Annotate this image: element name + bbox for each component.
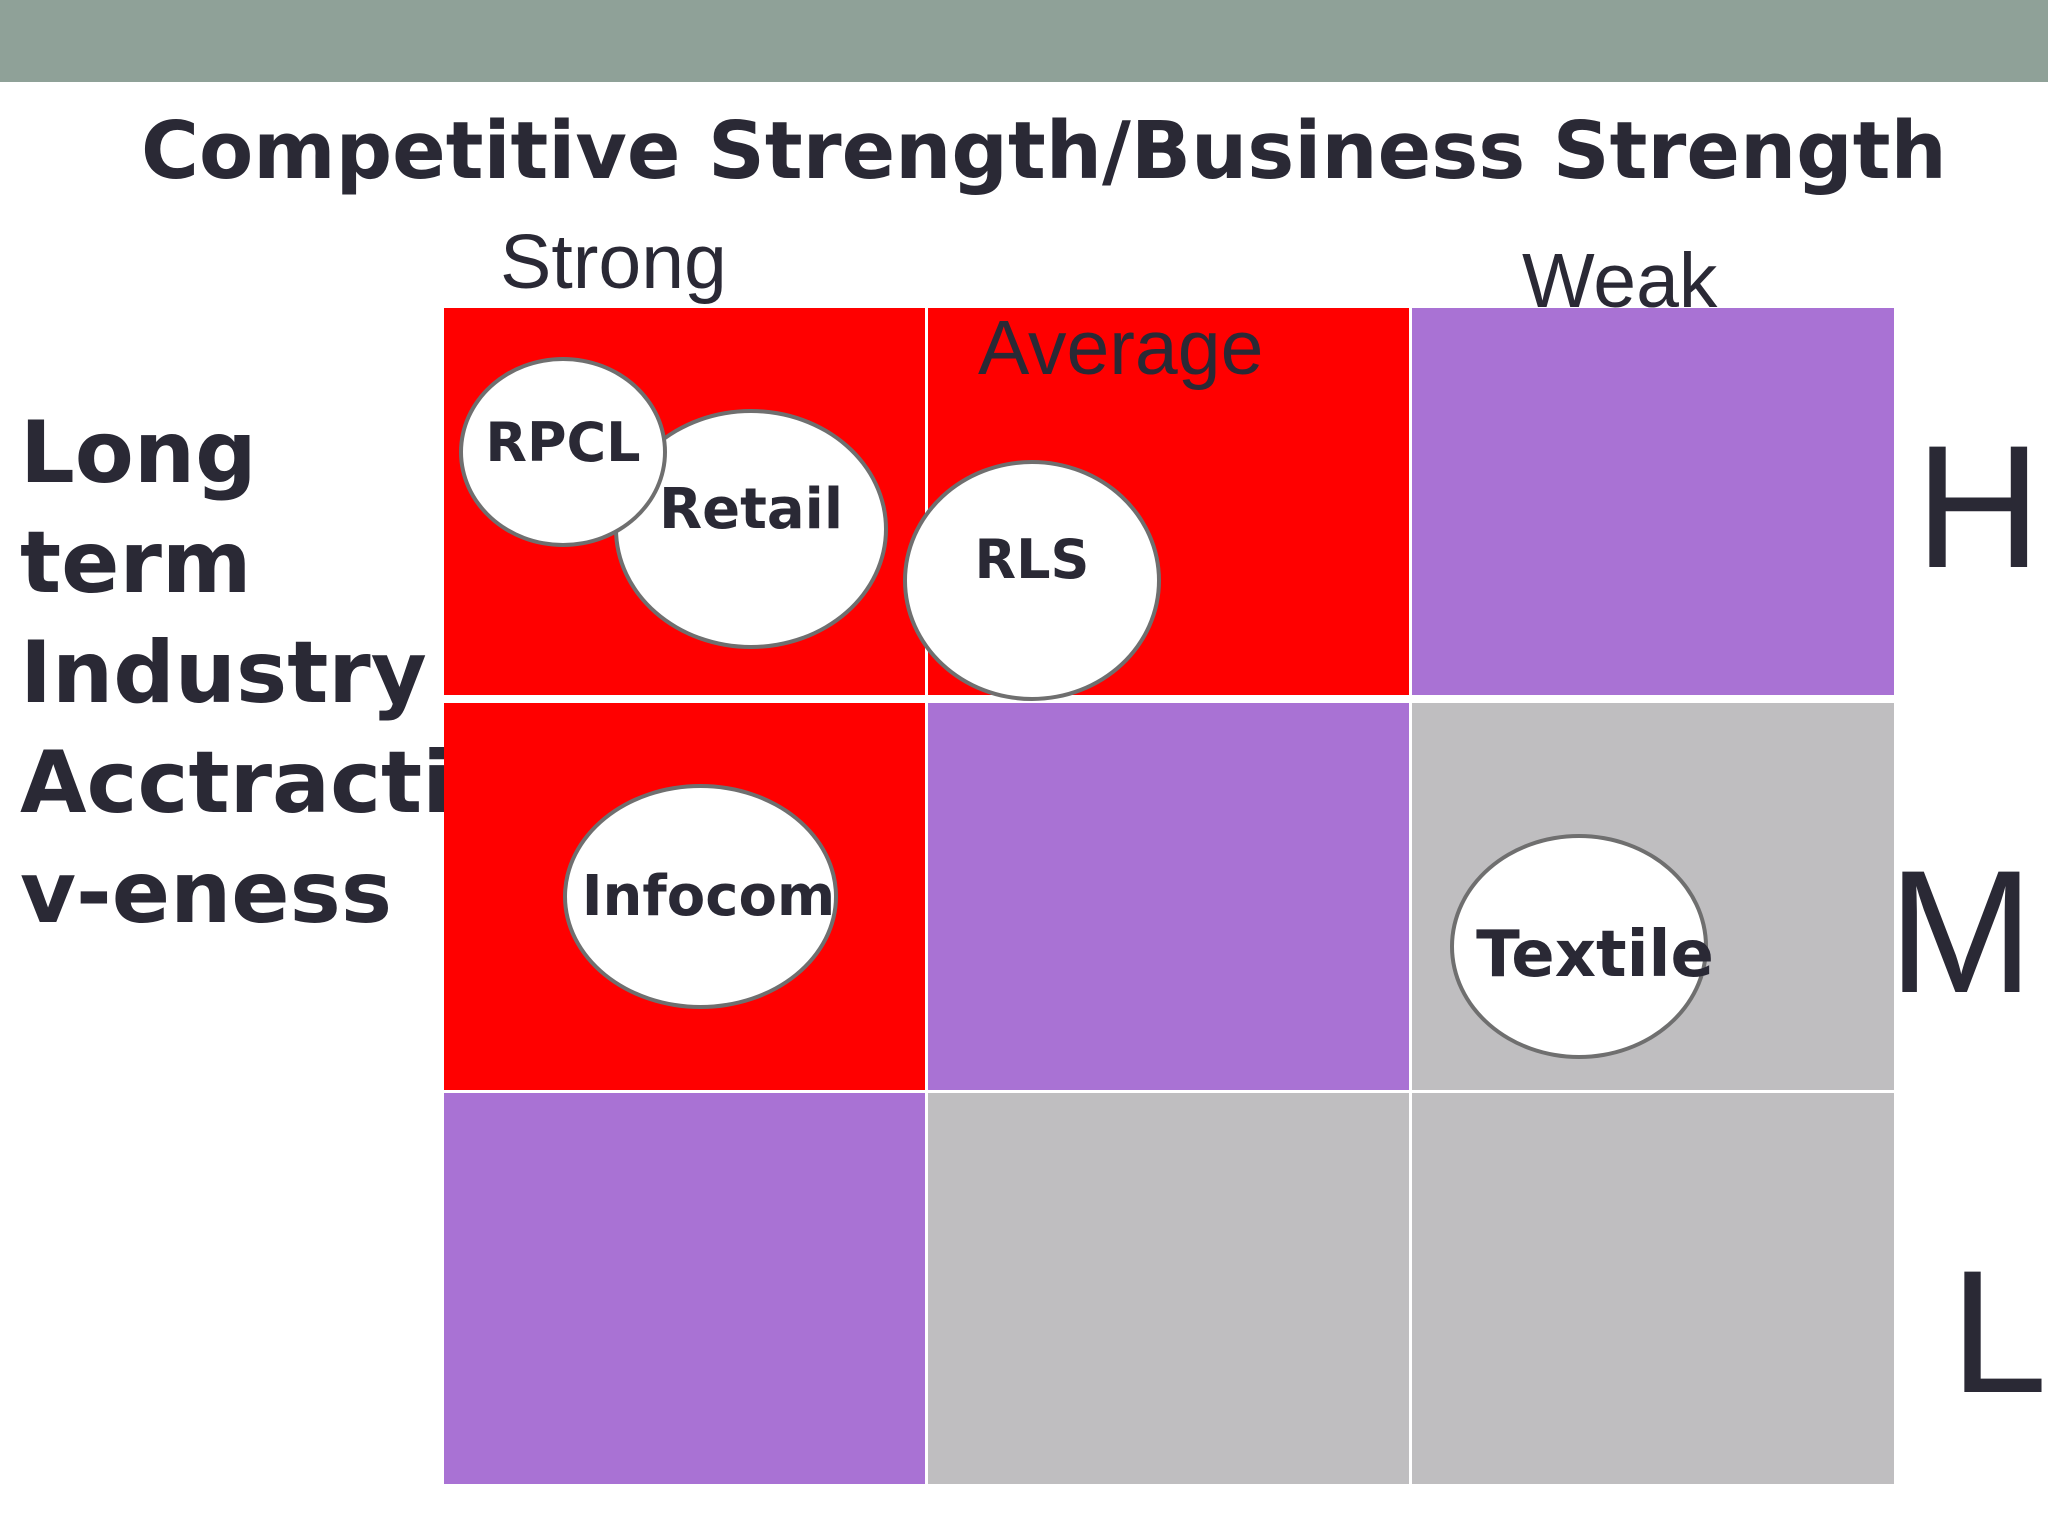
bubble-label: RLS (974, 528, 1090, 591)
column-label-weak: Weak (1522, 238, 1718, 324)
row-label-high: H (1915, 410, 2042, 605)
bubble-textile: Textile (1450, 834, 1714, 1059)
row-label-medium: M (1888, 835, 2034, 1030)
cell-high-weak (1412, 308, 1894, 695)
bubble-label: Retail (658, 476, 844, 542)
cell-low-weak (1412, 1093, 1894, 1484)
cell-medium-average (928, 703, 1409, 1090)
y-axis-title: Long term Industry Acctracti v-eness (20, 398, 452, 948)
bubble-label: Infocom (581, 864, 836, 929)
y-axis-title-line: term (20, 513, 252, 613)
row-label-low: L (1950, 1235, 2048, 1430)
bubble-label: RPCL (485, 410, 641, 474)
column-label-average: Average (978, 305, 1264, 391)
bubble-rls: RLS (903, 460, 1161, 701)
bubble-rpcl: RPCL (459, 357, 667, 547)
y-axis-title-line: Industry (20, 623, 427, 723)
y-axis-title-line: Long (20, 403, 257, 503)
bubble-infocom: Infocom (563, 784, 838, 1009)
cell-low-strong (444, 1093, 925, 1484)
header-bar (0, 0, 2048, 82)
y-axis-title-line: Acctracti (20, 733, 452, 833)
column-label-strong: Strong (500, 219, 727, 305)
bubble-label: Textile (1476, 917, 1714, 992)
cell-low-average (928, 1093, 1409, 1484)
y-axis-title-line: v-eness (20, 843, 393, 943)
chart-title: Competitive Strength/Business Strength (141, 105, 1947, 197)
